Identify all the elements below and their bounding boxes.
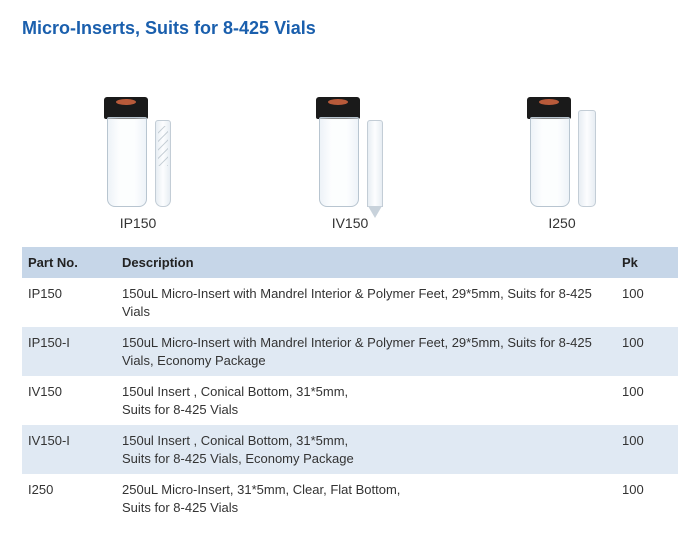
cell-pk: 100 (616, 376, 678, 425)
insert-icon (155, 120, 171, 207)
table-body: IP150150uL Micro-Insert with Mandrel Int… (22, 278, 678, 523)
vial-icon (528, 97, 570, 207)
col-header-desc: Description (116, 247, 616, 278)
insert-icon (367, 120, 383, 207)
cell-part: IV150-I (22, 425, 116, 474)
table-row: IV150150ul Insert , Conical Bottom, 31*5… (22, 376, 678, 425)
product-gallery: IP150 IV150 I250 (22, 57, 678, 231)
table-row: I250250uL Micro-Insert, 31*5mm, Clear, F… (22, 474, 678, 523)
cell-part: IV150 (22, 376, 116, 425)
cell-desc: 150ul Insert , Conical Bottom, 31*5mm, S… (116, 425, 616, 474)
cell-part: IP150 (22, 278, 116, 327)
product-label: I250 (548, 215, 575, 231)
spec-table: Part No. Description Pk IP150150uL Micro… (22, 247, 678, 523)
cell-pk: 100 (616, 278, 678, 327)
cell-pk: 100 (616, 474, 678, 523)
table-row: IP150-I150uL Micro-Insert with Mandrel I… (22, 327, 678, 376)
product-item: IP150 (73, 57, 203, 231)
cell-desc: 250uL Micro-Insert, 31*5mm, Clear, Flat … (116, 474, 616, 523)
page-title: Micro-Inserts, Suits for 8-425 Vials (22, 18, 678, 39)
cell-desc: 150ul Insert , Conical Bottom, 31*5mm, S… (116, 376, 616, 425)
col-header-part: Part No. (22, 247, 116, 278)
product-image (285, 57, 415, 207)
product-label: IV150 (332, 215, 369, 231)
cell-part: I250 (22, 474, 116, 523)
vial-icon (105, 97, 147, 207)
cell-desc: 150uL Micro-Insert with Mandrel Interior… (116, 327, 616, 376)
product-label: IP150 (120, 215, 157, 231)
product-item: IV150 (285, 57, 415, 231)
insert-icon (578, 110, 596, 207)
cell-pk: 100 (616, 327, 678, 376)
product-image (73, 57, 203, 207)
col-header-pk: Pk (616, 247, 678, 278)
cell-part: IP150-I (22, 327, 116, 376)
table-header-row: Part No. Description Pk (22, 247, 678, 278)
cell-desc: 150uL Micro-Insert with Mandrel Interior… (116, 278, 616, 327)
cell-pk: 100 (616, 425, 678, 474)
table-row: IV150-I150ul Insert , Conical Bottom, 31… (22, 425, 678, 474)
product-image (497, 57, 627, 207)
vial-icon (317, 97, 359, 207)
table-row: IP150150uL Micro-Insert with Mandrel Int… (22, 278, 678, 327)
product-item: I250 (497, 57, 627, 231)
